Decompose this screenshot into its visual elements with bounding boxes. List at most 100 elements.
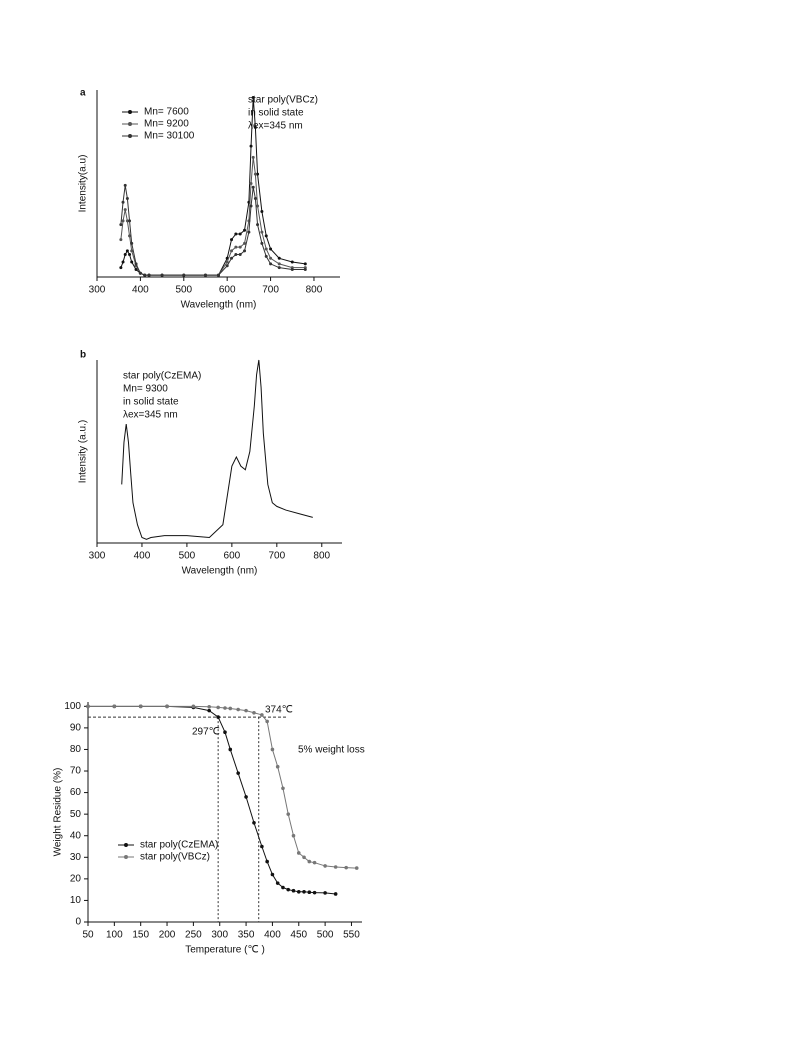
marker [236,771,240,775]
marker [290,268,294,272]
marker [236,707,240,712]
marker [264,247,268,251]
marker [243,249,247,253]
marker [125,196,129,200]
marker [275,764,280,769]
marker [121,200,125,204]
marker [207,708,211,713]
y-axis-label: Weight Residue (%) [53,768,64,857]
x-axis-label: Temperature (℃ ) [185,945,265,956]
panel-label: b [80,350,86,361]
marker [191,704,196,709]
marker [296,851,301,855]
marker [307,890,312,895]
legend-marker [128,122,132,126]
marker [260,210,264,214]
marker [286,887,291,892]
marker [228,747,233,752]
marker [244,795,248,799]
marker [165,704,169,709]
marker [270,872,275,877]
legend-marker [124,855,128,859]
marker [207,704,211,709]
marker [112,704,117,709]
marker [230,256,234,260]
marker [125,249,129,253]
marker [333,892,338,896]
y-tick-label: 20 [70,874,82,885]
marker [234,232,238,236]
marker [128,234,132,238]
annotation: 5% weight loss [298,745,365,756]
x-tick-label: 300 [89,551,106,562]
x-tick-label: 800 [306,285,323,296]
y-tick-label: 100 [64,701,81,712]
marker [119,223,123,227]
marker [128,253,132,257]
marker [134,262,138,266]
x-tick-label: 200 [159,930,176,941]
x-tick-label: 500 [175,285,192,296]
marker [238,232,242,236]
marker [244,708,248,713]
annotation: λex=345 nm [248,121,303,132]
marker [119,266,123,270]
marker [281,885,285,890]
legend-label: Mn= 7600 [144,107,189,118]
marker [291,833,296,838]
marker [275,881,280,885]
y-axis-label: Intensity(a.u) [78,155,89,213]
x-tick-label: 500 [179,551,196,562]
legend-label: star poly(CzEMA) [140,840,218,851]
y-tick-label: 70 [70,766,82,777]
marker [269,247,273,251]
marker [134,268,138,272]
legend-label: star poly(VBCz) [140,852,210,863]
marker [249,204,253,208]
marker [312,860,317,865]
marker [130,241,134,245]
marker [234,245,238,249]
marker [130,249,134,253]
marker [121,219,125,223]
series-line [88,705,357,869]
y-tick-label: 10 [70,895,82,906]
marker [138,271,142,275]
x-tick-label: 250 [185,930,202,941]
x-tick-label: 500 [317,930,334,941]
legend-marker [124,843,128,847]
marker [249,182,253,185]
marker [307,859,312,864]
annotation: Mn= 9300 [123,384,168,395]
y-tick-label: 50 [70,809,82,820]
marker [290,260,294,264]
marker [302,855,306,860]
marker [277,256,281,260]
series-line [121,359,313,540]
x-tick-label: 150 [132,930,149,941]
marker [243,228,247,232]
x-tick-label: 600 [224,551,241,562]
marker [249,144,253,148]
marker [121,260,125,264]
marker [182,273,186,277]
annotation: star poly(CzEMA) [123,371,201,382]
series-line [120,185,306,276]
marker [160,273,164,277]
marker [302,890,306,894]
x-tick-label: 550 [343,930,360,941]
marker [138,704,143,709]
marker [225,260,229,264]
marker [256,204,260,208]
y-tick-label: 80 [70,744,82,755]
marker [234,253,238,257]
x-tick-label: 700 [268,551,285,562]
marker [253,172,257,176]
marker [252,820,256,825]
annotation: 297℃ [192,727,220,738]
x-tick-label: 600 [219,285,236,296]
x-tick-label: 400 [132,285,149,296]
y-axis-label: Intensity (a.u.) [78,420,89,483]
y-tick-label: 0 [75,917,81,928]
